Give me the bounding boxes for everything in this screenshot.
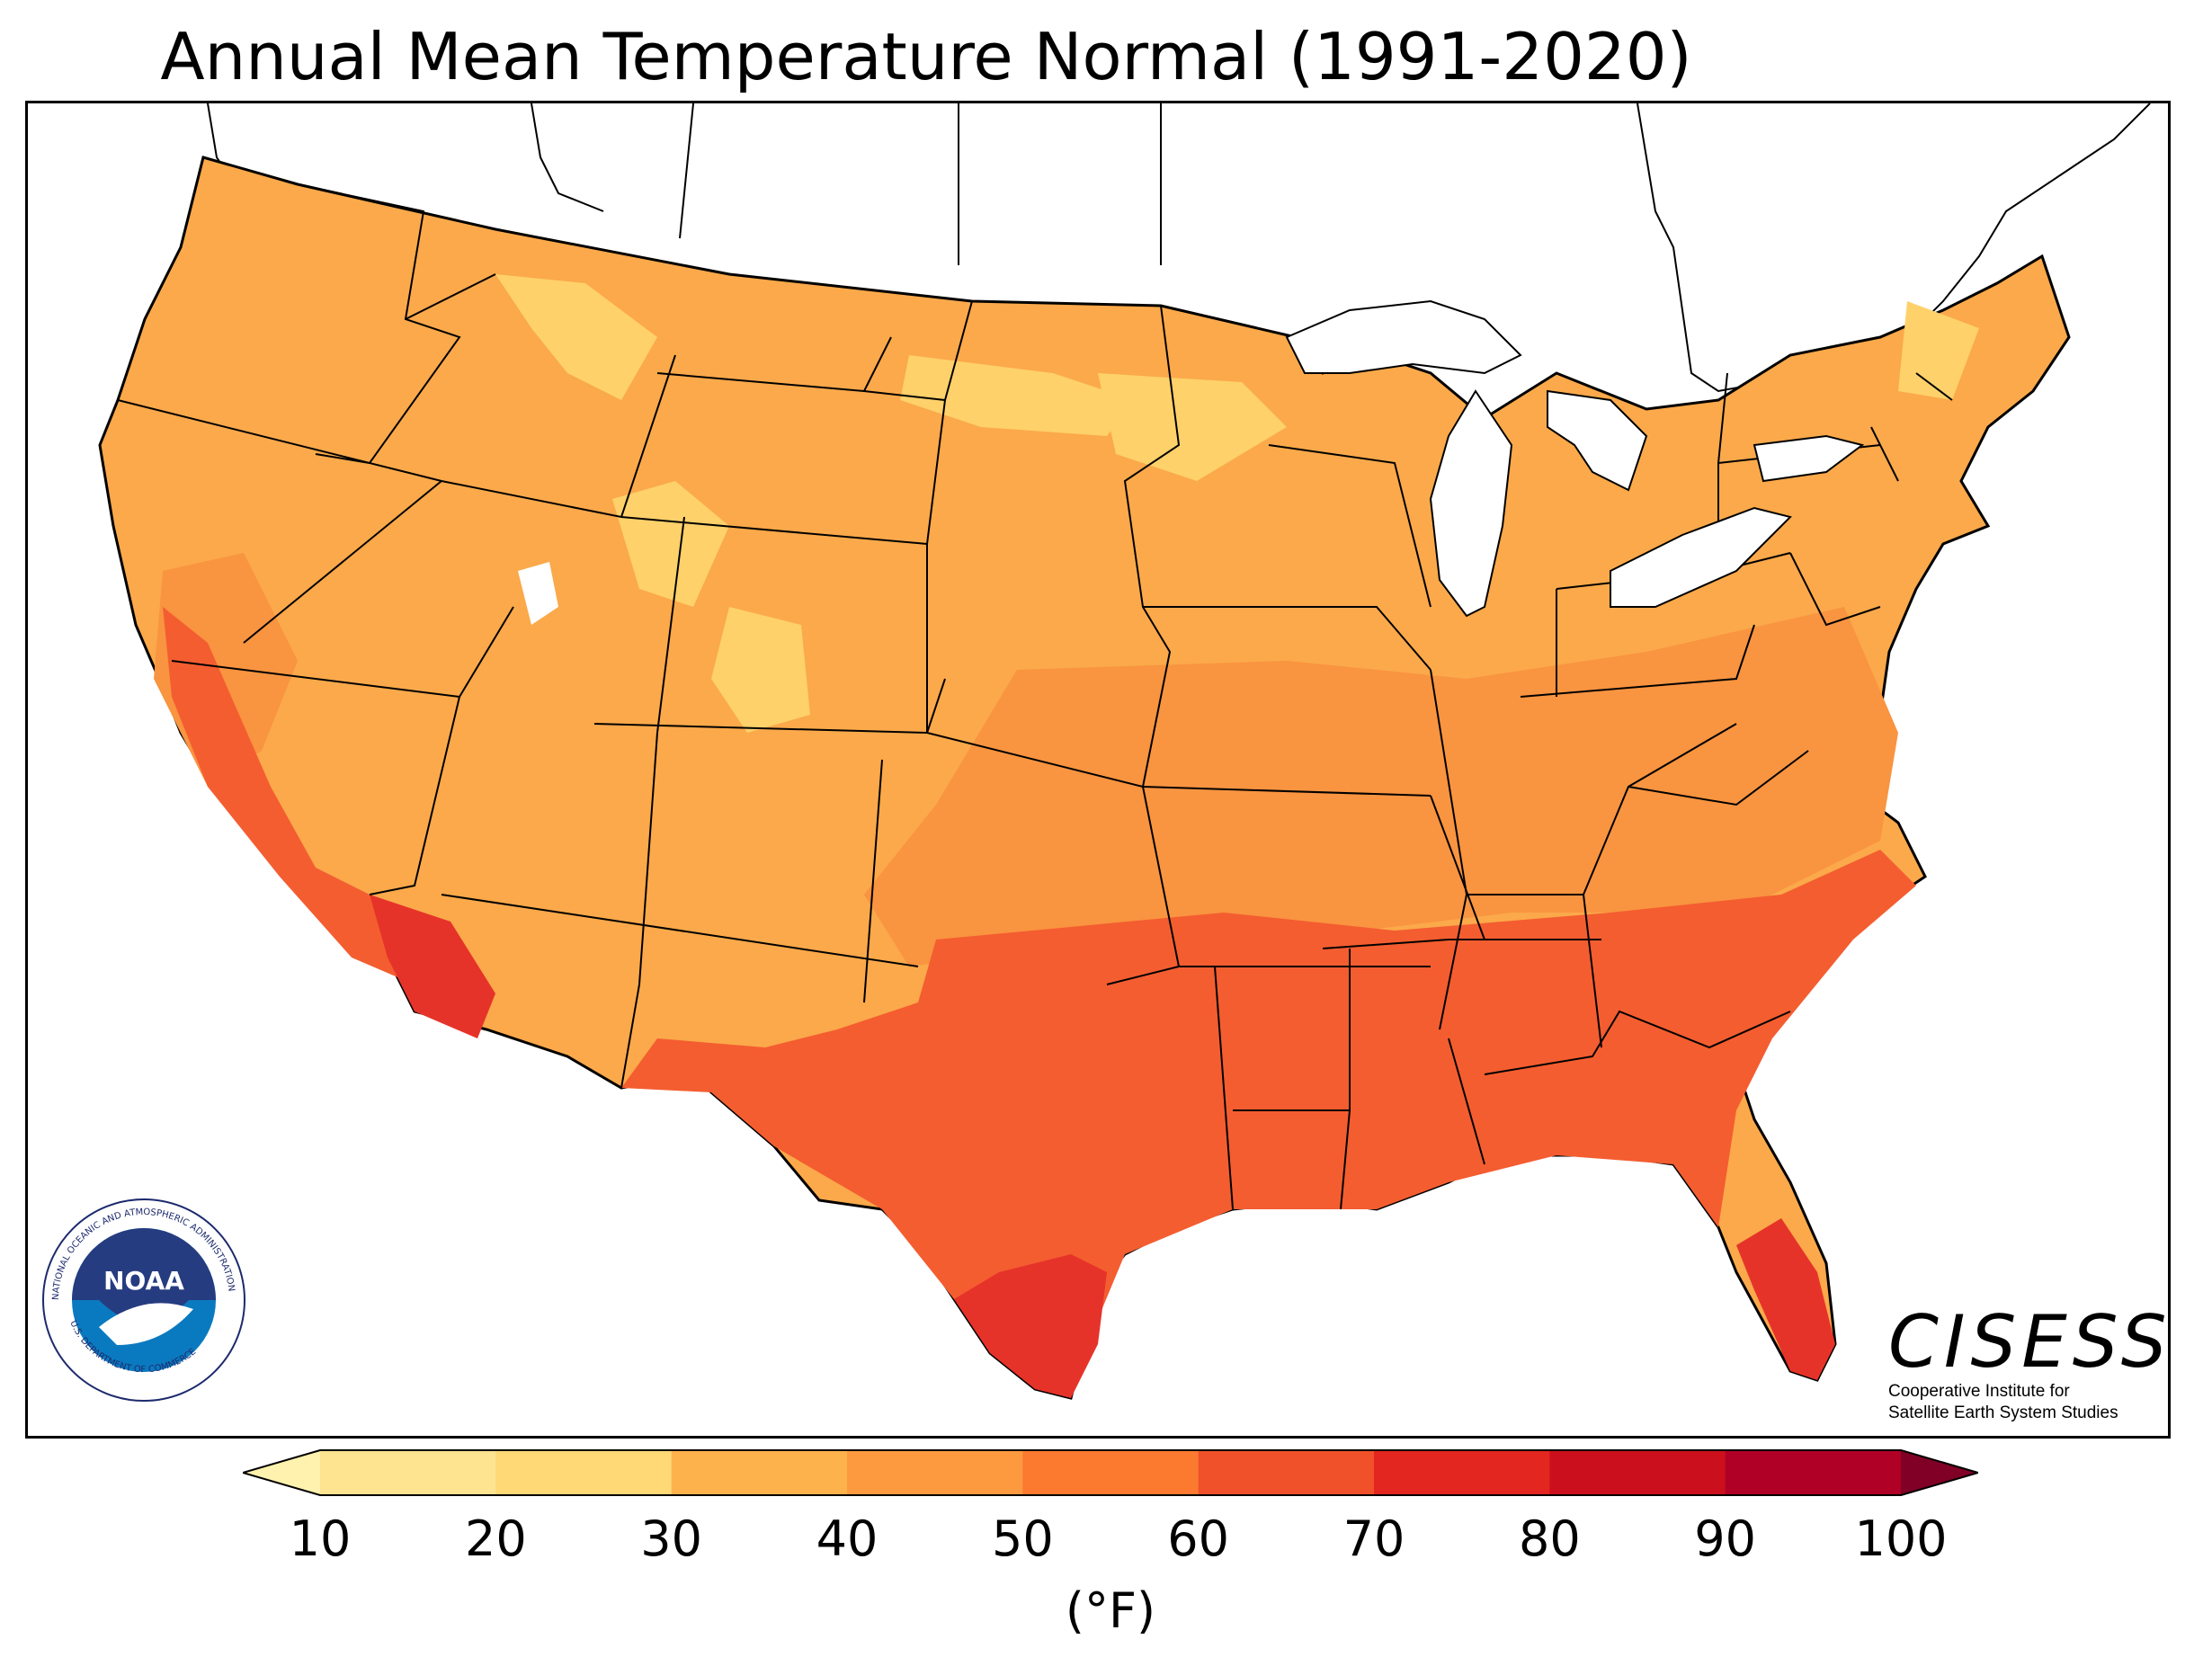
colorbar-unit: (°F): [1065, 1582, 1156, 1639]
colorbar-segment: [1374, 1449, 1550, 1496]
colorbar-segment: [1725, 1449, 1902, 1496]
colorbar-tick-label: 40: [816, 1510, 879, 1567]
colorbar-extend-high: [1901, 1449, 1978, 1496]
colorbar-segment: [671, 1449, 848, 1496]
colorbar-tick-label: 80: [1518, 1510, 1581, 1567]
us-temperature-map: [98, 103, 2151, 1400]
noaa-acronym: NOAA: [103, 1266, 184, 1296]
colorbar-tick-label: 90: [1694, 1510, 1757, 1567]
colorbar-tick-label: 70: [1342, 1510, 1405, 1567]
band-70-80: [370, 895, 1835, 1398]
colorbar-tick-label: 20: [464, 1510, 527, 1567]
colorbar-tick-label: 30: [640, 1510, 703, 1567]
cisess-line-1: Cooperative Institute for: [1888, 1382, 2070, 1401]
noaa-logo: NOAA NATIONAL OCEANIC AND ATMOSPHERIC AD…: [42, 1198, 245, 1402]
map-panel: [25, 101, 2171, 1439]
colorbar-tick-label: 100: [1854, 1510, 1948, 1567]
band-60-70: [163, 607, 1916, 1389]
colorbar-segment: [1549, 1449, 1726, 1496]
colorbar-extend-low: [243, 1449, 320, 1496]
colorbar: [243, 1449, 1978, 1496]
colorbar-tick-label: 60: [1167, 1510, 1230, 1567]
cisess-logo: CISESS Cooperative Institute for Satelli…: [1888, 1300, 2172, 1424]
colorbar-segment: [1022, 1449, 1200, 1496]
map-title: Annual Mean Temperature Normal (1991-202…: [160, 19, 1692, 94]
state-borders: [117, 183, 1953, 1210]
cisess-name: CISESS: [1888, 1300, 2172, 1384]
colorbar-segment: [1198, 1449, 1375, 1496]
colorbar-segment: [847, 1449, 1023, 1496]
colorbar-segment: [495, 1449, 673, 1496]
great-salt-lake: [518, 562, 558, 625]
cisess-line-2: Satellite Earth System Studies: [1888, 1403, 2118, 1422]
colorbar-segment: [320, 1449, 496, 1496]
colorbar-tick-label: 10: [289, 1510, 352, 1567]
colorbar-tick-label: 50: [991, 1510, 1054, 1567]
great-lakes: [1285, 299, 1865, 618]
